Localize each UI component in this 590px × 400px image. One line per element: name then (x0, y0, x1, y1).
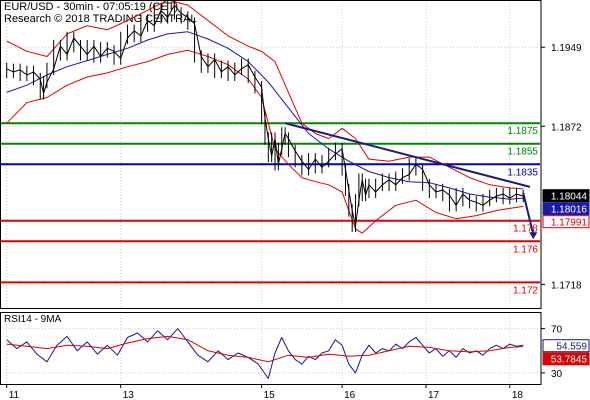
badge-rsi-ma: 53.7845 (551, 355, 588, 366)
level-label-1.1875: 1.1875 (507, 126, 538, 137)
x-tick-label: 18 (512, 390, 524, 400)
badge-bollinger: 1.17991 (551, 218, 588, 229)
rsi-y-tick-label: 70 (551, 325, 563, 336)
x-tick-label: 17 (428, 390, 440, 400)
rsi-y-tick-label: 30 (551, 369, 563, 380)
x-tick-label: 15 (264, 390, 276, 400)
axes: 1.1949 1.1872 1.1718 70 30 11 13 15 16 17 18 (6, 43, 582, 400)
rsi-series (6, 328, 524, 379)
y-tick-label: 1.1718 (551, 280, 582, 291)
badge-bollinger-box (542, 215, 590, 229)
level-label-1.176: 1.176 (513, 244, 538, 255)
forecast-arrow-head (529, 232, 538, 240)
level-label-1.172: 1.172 (513, 285, 538, 296)
price-badges: 1.18044 1.18016 1.17991 54.559 53.7845 (542, 189, 590, 366)
level-label-1.178: 1.178 (513, 224, 538, 235)
badge-last-price-box (542, 189, 590, 203)
badge-rsi-ma-box (542, 352, 590, 366)
badge-last-price: 1.18044 (551, 192, 588, 203)
bollinger-upper (6, 0, 524, 190)
price-line (6, 4, 524, 227)
chart-title: EUR/USD - 30min - 07:05:19 (CET) (4, 1, 179, 13)
main-overlays (284, 122, 538, 240)
level-label-1.1835: 1.1835 (507, 167, 538, 178)
badge-rsi-box (542, 339, 590, 353)
x-tick-label: 11 (9, 390, 20, 400)
support-resistance-levels: 1.1875 1.1855 1.1835 1.178 1.176 1.172 (0, 122, 540, 296)
x-tick-label: 16 (344, 390, 356, 400)
forecast-arrow-shaft (522, 192, 535, 235)
main-series (6, 0, 524, 234)
rsi-line (6, 328, 524, 379)
level-label-1.1855: 1.1855 (507, 147, 538, 158)
badge-moving-average-box (542, 202, 590, 216)
y-tick-label: 1.1872 (551, 122, 582, 133)
main-frame (0, 0, 542, 309)
resistance-trendline (284, 122, 531, 188)
chart-credit: Research © 2018 TRADING CENTRAL (4, 13, 197, 25)
rsi-ma-line (6, 335, 524, 363)
bollinger-lower (6, 49, 524, 234)
y-tick-label: 1.1949 (551, 43, 582, 54)
chart-frame (0, 0, 542, 385)
rsi-label: RSI14 - 9MA (4, 314, 62, 325)
badge-rsi: 54.559 (556, 342, 587, 353)
x-tick-label: 13 (123, 390, 135, 400)
rsi-frame (0, 312, 542, 385)
badge-moving-average: 1.18016 (551, 205, 588, 216)
